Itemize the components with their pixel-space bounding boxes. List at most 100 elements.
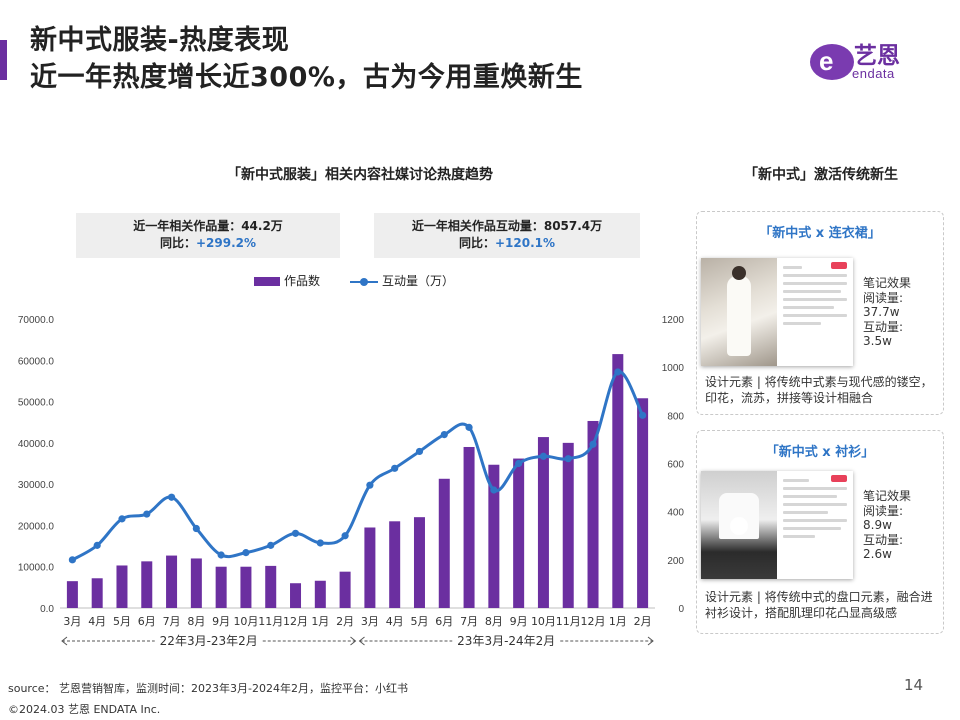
bar-works-count	[215, 566, 227, 608]
x-tick-label: 7月	[163, 615, 181, 628]
period-label: 23年3月-24年2月	[457, 634, 555, 648]
kpi-interactions: 近一年相关作品互动量：8057.4万 同比：+120.1%	[374, 213, 640, 258]
line-point-interactions	[93, 541, 101, 549]
logo-badge-icon: e	[810, 44, 854, 80]
bar-works-count	[314, 580, 326, 608]
x-tick-label: 8月	[485, 615, 503, 628]
legend-item-line: 互动量（万）	[350, 272, 454, 289]
bar-works-count	[438, 478, 450, 608]
x-tick-label: 5月	[410, 615, 428, 628]
page-title: 新中式服装-热度表现	[30, 25, 290, 56]
legend-line-swatch	[350, 277, 378, 286]
bar-works-count	[339, 571, 351, 608]
bar-works-count	[240, 566, 252, 608]
arrow-left-icon	[61, 636, 68, 646]
page-subtitle: 近一年热度增长近300%，古为今用重焕新生	[30, 62, 583, 93]
period-label: 22年3月-23年2月	[160, 634, 258, 648]
bar-works-count	[488, 464, 500, 608]
y-right-tick-label: 800	[667, 411, 684, 422]
y-left-tick-label: 60000.0	[18, 356, 55, 367]
x-tick-label: 11月	[258, 615, 283, 628]
bar-works-count	[513, 458, 525, 608]
logo-cn-text: 艺恩	[854, 43, 900, 69]
y-left-tick-label: 0.0	[40, 604, 54, 615]
x-tick-label: 3月	[361, 615, 379, 628]
kpi-works-label: 近一年相关作品量：44.2万	[133, 219, 283, 233]
line-point-interactions	[341, 532, 349, 540]
bar-works-count	[290, 583, 302, 608]
shirt-read-value: 8.9w	[863, 518, 892, 532]
y-left-tick-label: 40000.0	[18, 439, 55, 450]
arrow-right-icon	[350, 636, 357, 646]
kpi-interactions-yoy: 同比：+120.1%	[458, 236, 556, 250]
card-dress-desc: 设计元素 | 将传统中式素与现代感的镂空，印花，流苏，拼接等设计相融合	[705, 375, 933, 405]
line-point-interactions	[291, 529, 300, 537]
line-point-interactions	[539, 452, 548, 460]
bar-works-count	[389, 521, 401, 608]
line-point-interactions	[143, 510, 151, 518]
bar-works-count	[562, 442, 574, 608]
dress-read-value: 37.7w	[863, 305, 900, 319]
x-tick-label: 12月	[581, 615, 606, 628]
x-tick-label: 10月	[531, 615, 556, 628]
x-tick-label: 2月	[336, 615, 354, 628]
y-left-tick-label: 10000.0	[18, 563, 55, 574]
y-right-tick-label: 600	[667, 460, 684, 471]
legend-line-label: 互动量（万）	[382, 274, 455, 288]
x-tick-label: 6月	[138, 615, 156, 628]
line-interactions	[71, 370, 644, 562]
source-note: source： 艺恩营销智库，监测时间：2023年3月-2024年2月，监控平台…	[8, 682, 408, 695]
card-shirt-head: 「新中式 x 衬衫」	[765, 445, 875, 460]
kpi-interactions-label: 近一年相关作品互动量：8057.4万	[411, 219, 603, 233]
line-point-interactions	[391, 464, 399, 472]
kpi-works-count: 近一年相关作品量：44.2万 同比：+299.2%	[76, 213, 340, 258]
x-tick-label: 1月	[609, 615, 627, 628]
x-tick-label: 3月	[63, 615, 81, 628]
line-point-interactions	[589, 440, 597, 448]
x-tick-label: 5月	[113, 615, 131, 628]
line-point-interactions	[267, 541, 275, 549]
bar-works-count	[190, 558, 202, 608]
line-point-interactions	[490, 486, 498, 494]
line-point-interactions	[440, 431, 448, 439]
line-point-interactions	[366, 481, 374, 489]
y-left-tick-label: 70000.0	[18, 315, 55, 326]
line-point-interactions	[167, 493, 176, 501]
y-left-tick-label: 20000.0	[18, 521, 55, 532]
line-point-interactions	[515, 459, 523, 468]
follow-button-icon	[831, 475, 847, 482]
legend-bar-label: 作品数	[284, 274, 321, 288]
y-right-tick-label: 400	[667, 508, 684, 519]
card-dress-screenshot	[701, 258, 853, 366]
x-tick-label: 6月	[435, 615, 453, 628]
card-shirt-desc: 设计元素 | 将传统中式的盘口元素，融合进衬衫设计，搭配肌理印花凸显高级感	[705, 590, 933, 620]
y-right-tick-label: 1000	[662, 363, 685, 374]
y-left-tick-label: 50000.0	[18, 398, 55, 409]
y-left-tick-label: 30000.0	[18, 480, 55, 491]
card-shirt: 「新中式 x 衬衫」 笔记效果 阅读量: 8.9w 互动量: 2.6w 设计元素…	[696, 430, 944, 634]
x-tick-label: 9月	[510, 615, 528, 628]
x-tick-label: 2月	[634, 615, 652, 628]
title-accent-bar	[0, 40, 7, 80]
line-point-interactions	[614, 368, 622, 376]
endata-logo: e 艺恩 endata	[810, 36, 930, 86]
trend-chart: 0.0 10000.0 20000.0 30000.0 40000.0 50000.0 60…	[18, 315, 685, 648]
bar-works-count	[364, 527, 376, 608]
follow-button-icon	[831, 262, 847, 269]
legend-bar-swatch	[254, 277, 280, 286]
arrow-left-icon	[358, 636, 365, 646]
x-tick-label: 8月	[187, 615, 205, 628]
card-shirt-screenshot	[701, 471, 853, 579]
card-shirt-stats: 笔记效果 阅读量: 8.9w 互动量: 2.6w	[863, 489, 912, 561]
line-point-interactions	[465, 423, 473, 431]
line-point-interactions	[242, 549, 250, 557]
page-number: 14	[904, 676, 924, 694]
card-dress-head: 「新中式 x 连衣裙」	[759, 226, 881, 241]
legend-item-bar: 作品数	[254, 272, 320, 289]
x-tick-label: 7月	[460, 615, 478, 628]
bar-works-count	[66, 581, 78, 608]
y-right-tick-label: 200	[667, 556, 684, 567]
note-text-placeholder	[783, 266, 847, 330]
card-dress: 「新中式 x 连衣裙」 笔记效果 阅读量: 37.7w 互动量: 3.5w 设计…	[696, 211, 944, 415]
x-tick-label: 9月	[212, 615, 230, 628]
